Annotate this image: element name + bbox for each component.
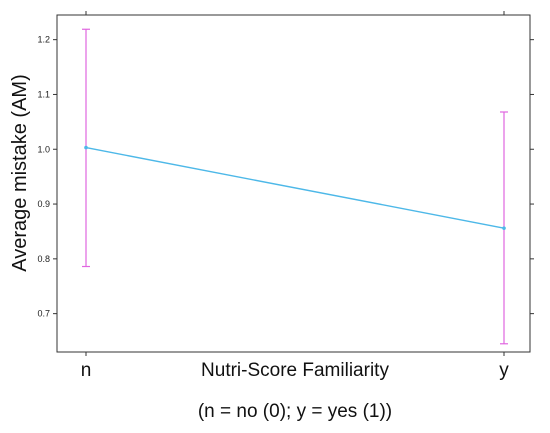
y-tick-label: 1.0 xyxy=(37,144,50,154)
y-tick-label: 1.1 xyxy=(37,89,50,99)
series-lines xyxy=(84,145,506,230)
x-tick-label: y xyxy=(499,360,509,381)
plot-frame xyxy=(56,14,531,353)
x-tick-label: n xyxy=(81,360,92,381)
y-tick-label: 0.8 xyxy=(37,254,50,264)
data-point xyxy=(84,145,88,150)
y-tick-label: 1.2 xyxy=(37,35,50,45)
y-axis-title: Average mistake (AM) xyxy=(9,74,31,271)
y-axis: 0.7 0.8 0.9 1.0 1.1 1.2 xyxy=(37,35,534,319)
y-tick-label: 0.9 xyxy=(37,199,50,209)
series-line xyxy=(85,146,505,229)
data-point xyxy=(502,226,506,230)
y-tick-label: 0.7 xyxy=(37,309,50,319)
error-bars xyxy=(82,28,508,345)
x-axis-note: (n = no (0); y = yes (1)) xyxy=(198,401,392,422)
x-axis-title: Nutri-Score Familiarity xyxy=(201,360,389,381)
